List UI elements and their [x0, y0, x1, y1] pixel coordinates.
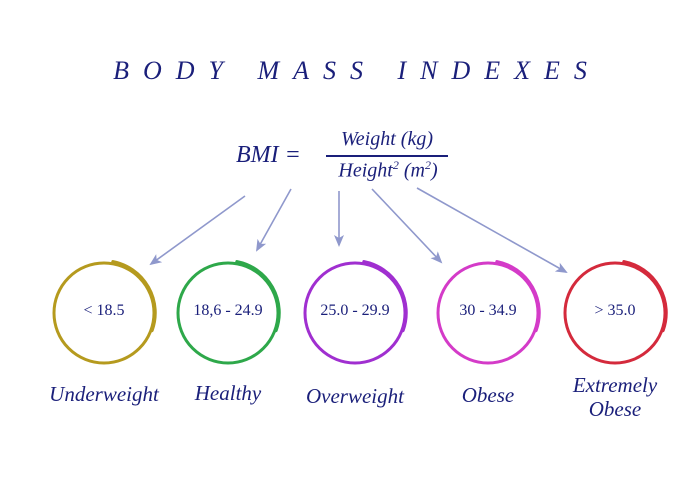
diagram-title: BODY MASS INDEXES [113, 56, 601, 85]
circle-brush-stroke [622, 260, 668, 333]
formula-lhs: BMI = [236, 142, 301, 168]
formula-denominator-height: Height [338, 159, 393, 182]
category-label-5: Extremely Obese [572, 373, 658, 421]
range-label-2: 18,6 - 24.9 [193, 302, 263, 319]
range-label-3: 25.0 - 29.9 [320, 302, 390, 319]
range-label-4: 30 - 34.9 [459, 302, 517, 319]
category-circle-4 [436, 260, 541, 365]
circle-brush-stroke [495, 260, 541, 333]
formula-denominator-exponent: 2 [392, 158, 399, 172]
formula-denominator-unit-exponent: 2 [424, 158, 431, 172]
circle-brush-stroke [111, 260, 157, 333]
category-label-4: Obese [461, 383, 515, 407]
range-label-1: < 18.5 [83, 302, 125, 319]
category-circle-3 [303, 260, 408, 365]
category-circle-1 [52, 260, 157, 365]
formula-denominator-unit: (m [398, 159, 425, 182]
arrow-2 [256, 188, 292, 252]
circle-brush-stroke [362, 260, 408, 333]
category-label-2: Healthy [194, 381, 262, 405]
category-circle-5 [563, 260, 668, 365]
category-label-1: Underweight [49, 382, 159, 406]
category-circle-2 [176, 260, 281, 365]
category-label-3: Overweight [306, 384, 404, 408]
formula-denominator: Height2 (m2) [326, 158, 450, 183]
formula-fraction-bar [326, 155, 448, 157]
arrow-4 [371, 188, 443, 264]
formula-denominator-close: ) [430, 159, 438, 182]
range-label-5: > 35.0 [594, 302, 636, 319]
formula-numerator: Weight (kg) [340, 128, 433, 150]
arrow-1 [149, 195, 246, 266]
arrow-5 [416, 187, 568, 273]
circle-brush-stroke [235, 260, 281, 333]
